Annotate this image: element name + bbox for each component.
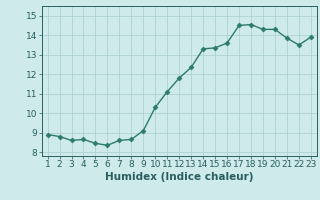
X-axis label: Humidex (Indice chaleur): Humidex (Indice chaleur) — [105, 172, 253, 182]
